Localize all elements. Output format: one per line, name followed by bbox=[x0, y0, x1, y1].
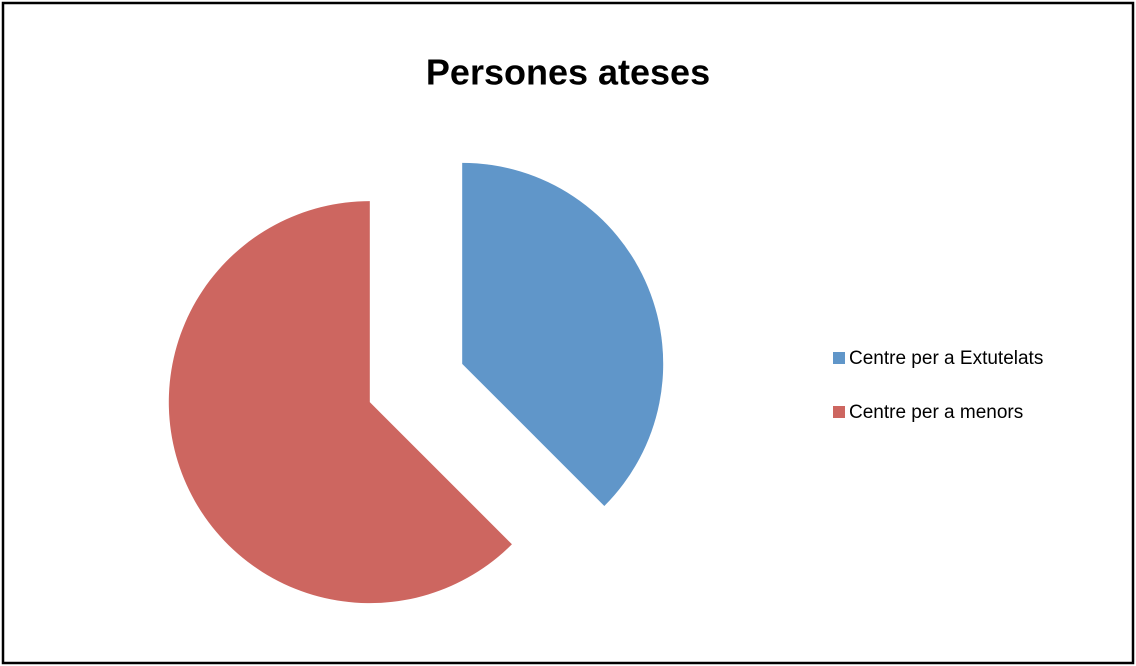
chart-title: Persones ateses bbox=[426, 52, 710, 93]
pie-slice bbox=[462, 162, 664, 506]
legend-swatch bbox=[833, 352, 845, 364]
pie-slice bbox=[168, 201, 512, 604]
legend-swatch bbox=[833, 406, 845, 418]
legend-label: Centre per a menors bbox=[849, 402, 1023, 423]
legend-label: Centre per a Extutelats bbox=[849, 348, 1043, 369]
